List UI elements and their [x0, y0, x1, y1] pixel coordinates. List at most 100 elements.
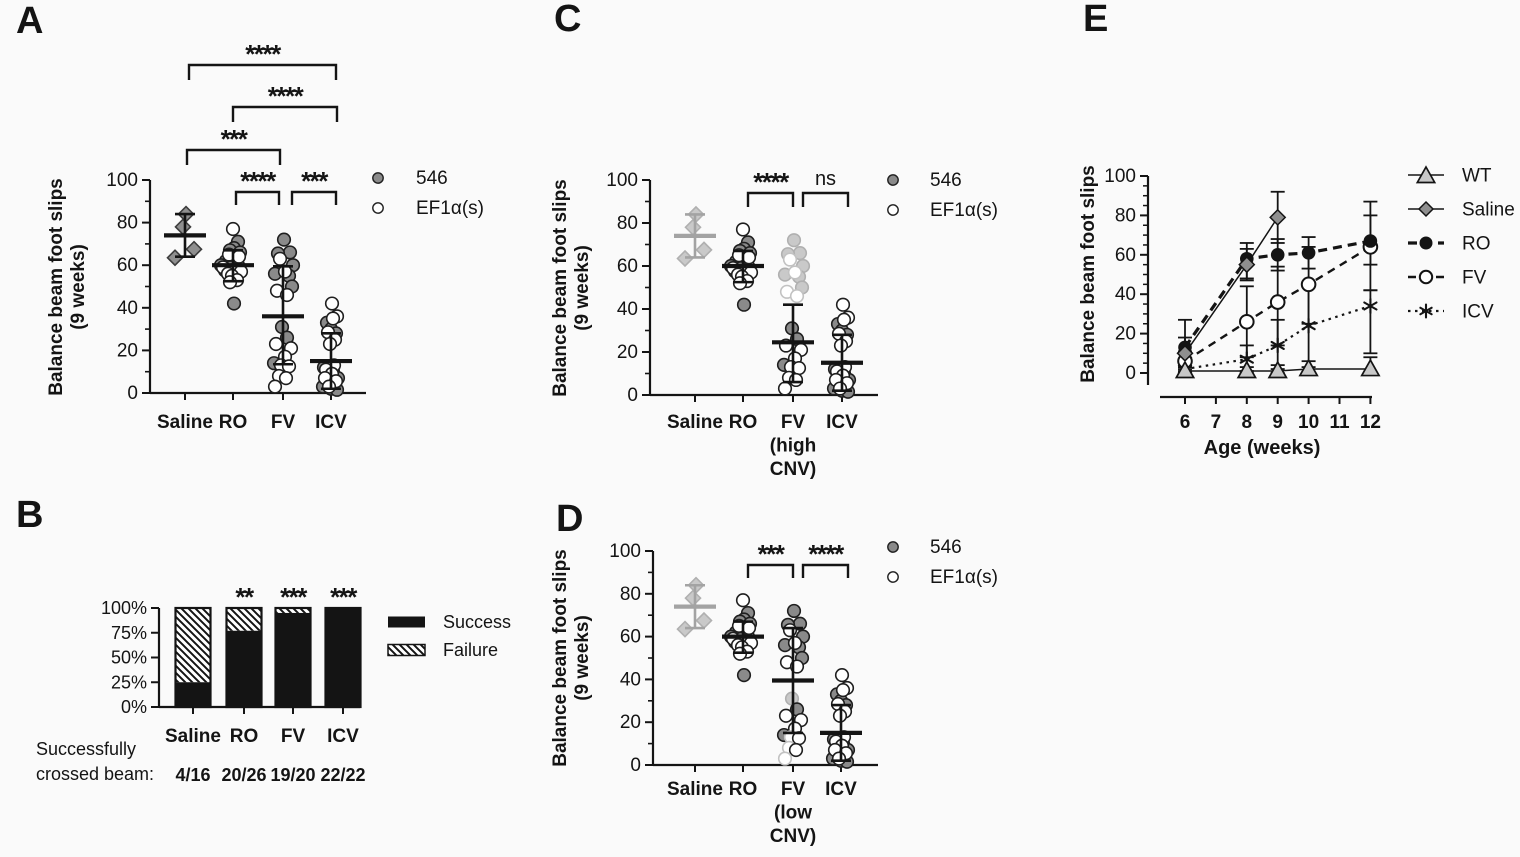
- data-point: [788, 742, 804, 758]
- sig-bracket: [801, 191, 850, 207]
- spoke: [1419, 306, 1433, 316]
- bar-success: [175, 682, 211, 707]
- data-point-triangle: [1174, 360, 1196, 379]
- y-axis-title-line: (9 weeks): [68, 244, 89, 330]
- x-tick-label: 8: [1242, 412, 1253, 433]
- x-tick-label: 11: [1329, 412, 1350, 433]
- data-point: [835, 682, 851, 698]
- bar-outline: [324, 606, 362, 709]
- sig-bracket: [187, 63, 338, 80]
- sig-stars: ****: [240, 166, 277, 196]
- bar-outline: [225, 606, 263, 709]
- panel-e-label: E: [1083, 0, 1109, 40]
- y-tick-label: 40: [620, 669, 641, 690]
- bar-failure: [275, 608, 311, 613]
- y-tick-label: 80: [1115, 205, 1136, 226]
- sig-stars: ****: [268, 81, 305, 111]
- category-label: RO: [729, 779, 758, 800]
- y-tick-label: 100%: [101, 598, 147, 618]
- category-label: (high: [770, 436, 816, 457]
- y-tick-label: 75%: [111, 623, 147, 643]
- data-point: [1363, 234, 1378, 248]
- bar-failure: [226, 608, 262, 631]
- data-point: [1239, 313, 1255, 330]
- y-tick-label: 0: [627, 385, 638, 406]
- x-tick-label: 9: [1272, 412, 1283, 433]
- category-label: FV: [271, 412, 296, 433]
- y-tick-label: 20: [617, 342, 638, 363]
- data-point-asterisk: [1363, 297, 1378, 315]
- panel-e-x-axis-title: Age (weeks): [1203, 437, 1321, 459]
- sig-stars: ***: [280, 582, 308, 612]
- y-tick-label: 80: [620, 584, 641, 605]
- category-label: (low: [774, 803, 812, 824]
- data-point-triangle: [1415, 165, 1437, 184]
- data-point: [777, 381, 793, 396]
- data-point: [267, 379, 283, 394]
- data-point: [741, 620, 757, 636]
- y-tick-label: 100: [609, 541, 641, 562]
- data-point: [832, 381, 848, 396]
- y-tick-label: 100: [1104, 166, 1136, 187]
- bar-success: [226, 630, 262, 707]
- data-point: [1419, 236, 1433, 250]
- data-point-diamond: [1269, 208, 1287, 226]
- panel-b-plot: 0% 25% 50% 75% 100% Saline 4/16 RO ** 20/26 FV *** 1…: [101, 582, 511, 785]
- legend-swatch-failure: [387, 643, 426, 657]
- data-point: [735, 593, 751, 608]
- data-point-diamond: [174, 218, 192, 236]
- caption-line: Successfully: [36, 739, 137, 759]
- data-point: [787, 265, 803, 280]
- panel-b-caption: Successfully crossed beam:: [36, 737, 154, 787]
- sig-bracket: [746, 191, 795, 207]
- data-point: [736, 297, 752, 312]
- y-tick-label: 0%: [121, 697, 147, 717]
- y-axis-title-line: (9 weeks): [572, 615, 593, 701]
- legend-marker-dot-open: [372, 202, 384, 214]
- data-point: [778, 708, 794, 723]
- y-tick-label: 100: [106, 170, 138, 191]
- category-label: ICV: [825, 779, 857, 800]
- data-point-diamond: [695, 241, 713, 259]
- data-point: [789, 289, 805, 304]
- y-axis-title-line: Balance beam foot slips: [550, 179, 571, 397]
- sig-stars: ****: [245, 39, 282, 69]
- data-point: [321, 379, 337, 394]
- bar-success: [275, 612, 311, 707]
- y-tick-label: 0: [127, 383, 138, 404]
- category-label: ICV: [327, 726, 359, 747]
- sig-stars: ****: [753, 167, 790, 197]
- y-tick-label: 20: [1115, 324, 1136, 345]
- panel-b-label: B: [16, 494, 44, 536]
- data-point: [782, 623, 798, 638]
- y-tick-label: 40: [617, 299, 638, 320]
- category-label: Saline: [667, 779, 723, 800]
- x-tick-label: 6: [1180, 412, 1191, 433]
- y-axis-title-line: Balance beam foot slips: [550, 549, 571, 767]
- data-point: [1269, 294, 1286, 310]
- y-tick-label: 20: [117, 340, 138, 361]
- data-point: [788, 372, 804, 388]
- data-point: [835, 297, 851, 312]
- data-point-asterisk: [1270, 337, 1285, 354]
- data-point-diamond: [684, 218, 702, 236]
- data-point: [325, 311, 341, 326]
- y-tick-label: 80: [617, 213, 638, 234]
- data-point: [276, 232, 292, 247]
- legend-label: EF1α(s): [930, 567, 998, 588]
- legend-marker-dot-546: [887, 174, 899, 186]
- sig-stars: ***: [301, 166, 329, 196]
- category-label: ICV: [315, 412, 347, 433]
- category-label: CNV): [770, 459, 816, 480]
- legend-label: Success: [443, 612, 511, 632]
- category-label: FV: [781, 412, 806, 433]
- data-point-triangle: [1298, 358, 1319, 377]
- data-point: [1418, 269, 1434, 285]
- data-point: [272, 251, 288, 266]
- data-point: [777, 751, 793, 766]
- data-point: [787, 635, 803, 651]
- data-point: [226, 296, 242, 311]
- sig-bracket: [801, 563, 850, 578]
- y-axis-title-line: Balance beam foot slips: [1078, 165, 1099, 383]
